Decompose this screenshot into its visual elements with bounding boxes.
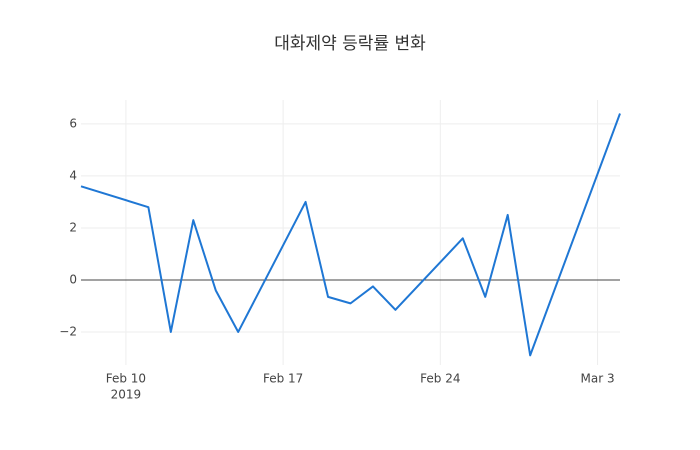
- y-tick-label: 2: [69, 220, 77, 234]
- y-tick-label: 6: [69, 116, 77, 130]
- x-tick-label: Feb 10: [106, 372, 146, 386]
- chart-title: 대화제약 등락률 변화: [274, 34, 426, 54]
- x-tick-label: Feb 17: [263, 372, 303, 386]
- y-tick-label: −2: [59, 324, 77, 338]
- x-tick-label: Feb 24: [420, 372, 460, 386]
- line: [80, 113, 621, 357]
- x-tick-label: Mar 3: [580, 372, 614, 386]
- y-tick-label: 4: [69, 168, 77, 182]
- x-tick-sublabel: 2019: [111, 388, 142, 402]
- y-tick-label: 0: [69, 272, 77, 286]
